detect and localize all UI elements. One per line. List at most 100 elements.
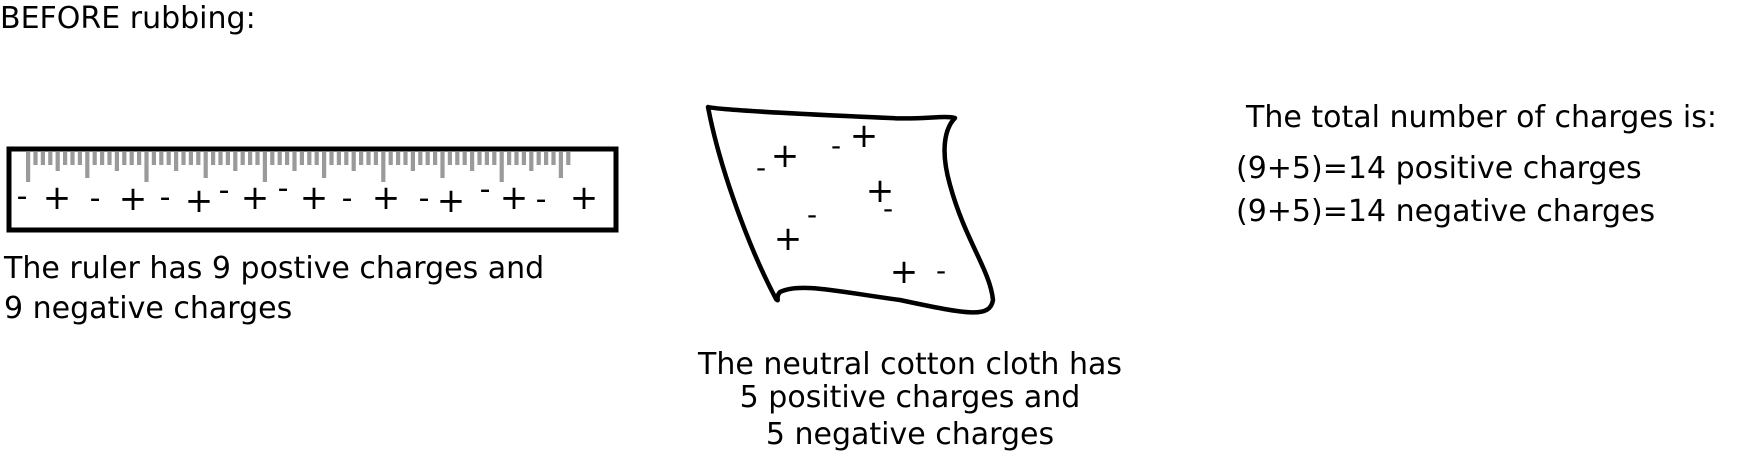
ruler-tick	[85, 152, 90, 178]
cloth-outline	[705, 104, 996, 315]
ruler-tick	[137, 152, 142, 165]
ruler-ticks	[26, 152, 571, 182]
ruler-tick	[292, 152, 297, 171]
ruler-tick	[440, 152, 445, 178]
positive-charge: +	[890, 252, 919, 292]
positive-charge: +	[185, 181, 214, 221]
negative-charge: -	[419, 181, 430, 216]
ruler-tick	[122, 152, 127, 165]
ruler-tick	[26, 152, 31, 182]
positive-charge: +	[500, 178, 529, 218]
ruler-tick	[344, 152, 349, 165]
ruler-tick	[521, 152, 526, 165]
ruler-tick	[270, 152, 275, 165]
ruler-caption-line-2: 9 negative charges	[4, 291, 293, 326]
ruler-tick	[255, 152, 260, 165]
ruler-tick	[551, 152, 556, 165]
ruler-tick	[558, 152, 563, 178]
positive-charge: +	[850, 116, 879, 156]
ruler-tick	[159, 152, 164, 165]
ruler-tick	[248, 152, 253, 165]
negative-charge: -	[480, 172, 491, 207]
ruler-tick	[418, 152, 423, 165]
cloth-caption-line-1: The neutral cotton cloth has	[698, 347, 1122, 382]
ruler-tick	[188, 152, 193, 165]
ruler-tick	[144, 152, 149, 182]
ruler-tick	[433, 152, 438, 165]
positive-charge: +	[119, 179, 148, 219]
negative-charge: -	[160, 180, 171, 215]
cloth-caption-line-2: 5 positive charges and	[739, 380, 1081, 415]
ruler-tick	[336, 152, 341, 165]
ruler-caption-line-1: The ruler has 9 postive charges and	[4, 251, 545, 286]
ruler-tick	[373, 152, 378, 165]
positive-charge: +	[437, 181, 466, 221]
negative-charge: -	[831, 129, 841, 162]
ruler-tick	[166, 152, 171, 165]
ruler-tick	[196, 152, 201, 165]
ruler-tick	[174, 152, 179, 171]
ruler-tick	[536, 152, 541, 165]
ruler-tick	[181, 152, 186, 165]
cloth: - + - ++-+-+ -	[705, 104, 996, 315]
ruler-tick	[507, 152, 512, 165]
ruler-charges: - + - + - + - + - + - + - + - + - +	[17, 171, 599, 221]
totals-negative: (9+5)=14 negative charges	[1236, 194, 1656, 229]
ruler-tick	[48, 152, 53, 165]
ruler-tick	[225, 152, 230, 165]
ruler-tick	[410, 152, 415, 171]
negative-charge: -	[883, 192, 893, 225]
ruler-tick	[544, 152, 549, 165]
positive-charge: +	[372, 178, 401, 218]
ruler-tick	[63, 152, 68, 165]
negative-charge: -	[219, 173, 230, 208]
ruler-tick	[33, 152, 38, 165]
ruler-tick	[100, 152, 105, 165]
ruler-tick	[499, 152, 504, 182]
negative-charge: -	[17, 179, 28, 214]
positive-charge: +	[570, 178, 599, 218]
positive-charge: +	[43, 178, 72, 218]
cloth-charges: - + - ++-+-+ -	[756, 116, 946, 292]
positive-charge: +	[866, 171, 895, 211]
negative-charge: -	[536, 182, 547, 217]
ruler-tick	[92, 152, 97, 165]
negative-charge: -	[756, 151, 766, 184]
ruler-tick	[359, 152, 364, 165]
totals-title: The total number of charges is:	[1246, 100, 1717, 135]
ruler-tick	[447, 152, 452, 165]
ruler-tick	[455, 152, 460, 165]
ruler-tick	[151, 152, 156, 165]
cloth-caption-line-3: 5 negative charges	[765, 417, 1055, 452]
ruler-tick	[470, 152, 475, 171]
ruler-tick	[381, 152, 386, 182]
ruler-tick	[314, 152, 319, 165]
ruler-tick	[425, 152, 430, 165]
ruler-tick	[70, 152, 75, 165]
ruler-tick	[492, 152, 497, 165]
ruler-tick	[233, 152, 238, 171]
ruler-tick	[351, 152, 356, 171]
ruler-tick	[477, 152, 482, 165]
ruler-tick	[529, 152, 534, 171]
ruler-tick	[322, 152, 327, 178]
heading: BEFORE rubbing:	[0, 1, 256, 36]
ruler-tick	[484, 152, 489, 165]
ruler-tick	[129, 152, 134, 165]
totals-positive: (9+5)=14 positive charges	[1236, 151, 1642, 186]
positive-charge: +	[771, 136, 800, 176]
ruler-tick	[307, 152, 312, 165]
ruler-tick	[77, 152, 82, 165]
ruler-tick	[403, 152, 408, 165]
positive-charge: +	[300, 178, 329, 218]
ruler-tick	[514, 152, 519, 165]
ruler-tick	[211, 152, 216, 165]
ruler-tick	[285, 152, 290, 165]
positive-charge: +	[241, 178, 270, 218]
ruler-tick	[396, 152, 401, 165]
ruler-tick	[277, 152, 282, 165]
ruler-tick	[55, 152, 60, 171]
negative-charge: -	[90, 181, 101, 216]
ruler: - + - + - + - + - + - + - + - + - +	[6, 146, 619, 233]
